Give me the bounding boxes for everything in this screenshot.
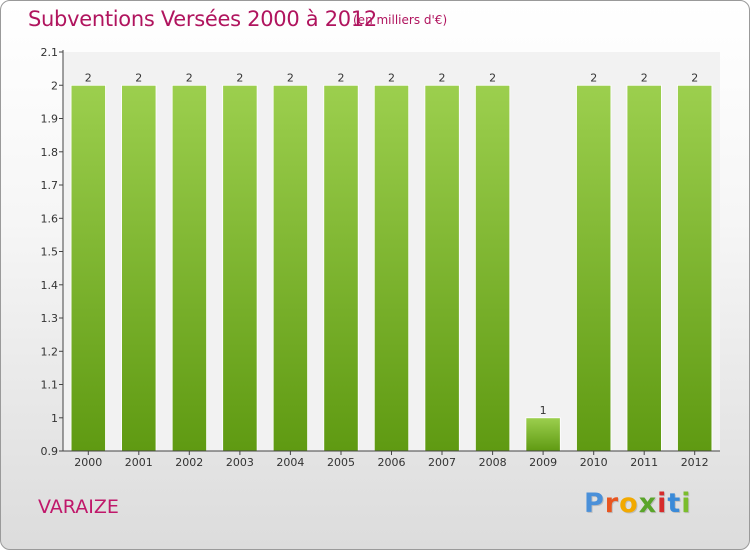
logo-letter: r (604, 488, 620, 519)
x-tick-label-2000: 2000 (74, 456, 102, 469)
bar-label-2010: 2 (590, 71, 597, 84)
x-tick-label-2003: 2003 (226, 456, 254, 469)
y-tick-label: 1.1 (41, 379, 59, 392)
bar-2010 (576, 84, 612, 452)
bar-label-2009: 1 (540, 404, 547, 417)
x-tick-label-2006: 2006 (378, 456, 406, 469)
bar-label-2004: 2 (287, 71, 294, 84)
y-tick-label: 1.8 (41, 146, 59, 159)
y-tick-label: 0.9 (41, 445, 59, 458)
bar-2009 (525, 417, 561, 452)
x-tick-label-2011: 2011 (630, 456, 658, 469)
bar-2003 (222, 84, 258, 452)
y-tick-label: 1.2 (41, 345, 59, 358)
bar-label-2005: 2 (338, 71, 345, 84)
y-tick-label: 1.7 (41, 179, 59, 192)
bar-2001 (121, 84, 157, 452)
bar-2000 (70, 84, 106, 452)
bar-2004 (272, 84, 309, 452)
x-tick-label-2007: 2007 (428, 456, 456, 469)
bar-label-2006: 2 (388, 71, 395, 84)
x-tick-label-2008: 2008 (479, 456, 507, 469)
y-tick-label: 1 (51, 412, 58, 425)
x-tick-label-2012: 2012 (681, 456, 709, 469)
bar-label-2011: 2 (641, 71, 648, 84)
bar-label-2000: 2 (85, 71, 92, 84)
y-tick-label: 1.4 (41, 279, 59, 292)
bar-label-2008: 2 (489, 71, 496, 84)
y-tick-label: 1.5 (41, 246, 59, 259)
bar-2011 (626, 84, 662, 452)
logo-letter: o (619, 488, 639, 519)
bar-2005 (323, 84, 359, 452)
x-tick-label-2005: 2005 (327, 456, 355, 469)
x-tick-label-2010: 2010 (580, 456, 608, 469)
y-tick-label: 1.6 (41, 212, 59, 225)
logo-letter: P (584, 488, 605, 519)
bar-label-2007: 2 (439, 71, 446, 84)
x-tick-label-2001: 2001 (125, 456, 153, 469)
proxiti-logo[interactable]: Proxiti (584, 488, 692, 519)
logo-letter: i (657, 488, 668, 519)
logo-letter: i (681, 488, 692, 519)
y-tick-label: 2.1 (41, 46, 59, 59)
logo-letter: t (667, 488, 682, 519)
bar-2012 (677, 84, 713, 452)
chart-unit: (en milliers d'€) (353, 13, 448, 27)
x-tick-label-2009: 2009 (529, 456, 557, 469)
x-tick-label-2002: 2002 (175, 456, 203, 469)
logo-letter: x (638, 488, 658, 519)
bar-2008 (474, 84, 511, 452)
bar-label-2003: 2 (236, 71, 243, 84)
y-tick-label: 1.9 (41, 113, 59, 126)
bar-2007 (424, 84, 460, 452)
y-tick-label: 2 (51, 79, 58, 92)
bar-label-2012: 2 (691, 71, 698, 84)
x-tick-label-2004: 2004 (276, 456, 304, 469)
y-tick-label: 1.3 (41, 312, 59, 325)
bar-2006 (373, 84, 410, 452)
place-name: VARAIZE (38, 496, 119, 518)
chart-title: Subventions Versées 2000 à 2012 (28, 7, 377, 31)
bar-label-2002: 2 (186, 71, 193, 84)
bar-2002 (171, 84, 207, 452)
bar-label-2001: 2 (135, 71, 142, 84)
